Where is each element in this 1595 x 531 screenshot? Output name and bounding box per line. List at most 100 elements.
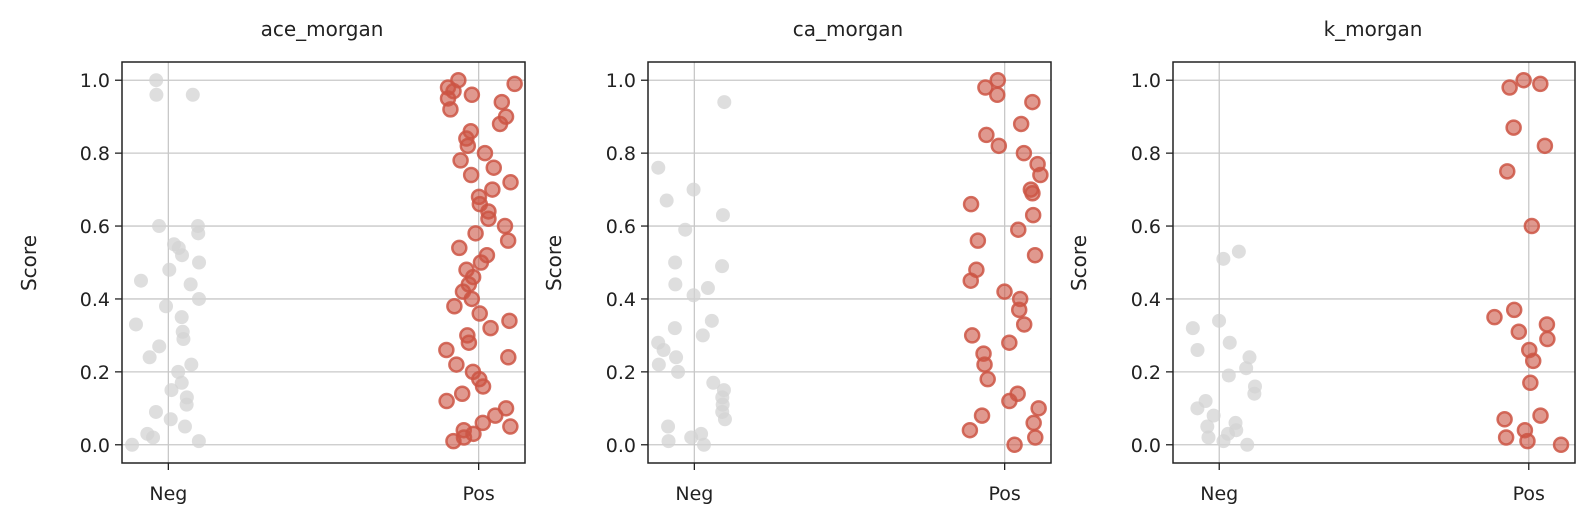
pos-point xyxy=(497,108,515,125)
neg-point xyxy=(1216,251,1231,266)
pos-point xyxy=(452,152,469,169)
pos-point xyxy=(1536,137,1554,155)
neg-point xyxy=(174,375,189,390)
plot-frame xyxy=(1172,61,1576,464)
neg-point xyxy=(175,324,190,339)
pos-point xyxy=(463,86,481,104)
pos-point xyxy=(493,93,511,111)
neg-point xyxy=(159,299,174,314)
pos-point xyxy=(978,126,995,144)
neg-point xyxy=(1240,437,1255,452)
pos-point xyxy=(502,174,519,191)
panel-ace-morgan: ace_morgan Score 0.0 0.2 0.4 0.6 0.8 1.0… xyxy=(17,17,526,505)
neg-point xyxy=(686,182,701,197)
neg-point xyxy=(678,222,693,237)
neg-point xyxy=(1198,394,1213,409)
pos-point xyxy=(506,75,523,93)
neg-point xyxy=(177,419,192,434)
y-tick-label: 0.8 xyxy=(80,143,110,165)
pos-point xyxy=(470,188,488,206)
neg-point xyxy=(1206,408,1221,423)
pos-point xyxy=(1516,421,1534,439)
neg-point xyxy=(1222,335,1237,350)
neg-point xyxy=(148,404,163,419)
neg-point xyxy=(152,219,167,234)
neg-point xyxy=(125,437,140,452)
pos-point xyxy=(467,225,484,242)
neg-point xyxy=(149,87,164,102)
pos-point xyxy=(462,166,480,184)
pos-point xyxy=(484,181,501,198)
pos-point xyxy=(1026,246,1044,264)
pos-point xyxy=(1024,93,1041,111)
pos-point xyxy=(458,261,475,279)
neg-point xyxy=(715,259,730,274)
neg-point xyxy=(185,87,200,102)
neg-point xyxy=(661,434,676,449)
pos-point xyxy=(438,341,455,359)
pos-point xyxy=(1532,407,1549,424)
neg-point xyxy=(717,95,732,110)
pos-point xyxy=(1505,301,1523,319)
neg-point xyxy=(1212,313,1227,328)
neg-point xyxy=(1231,244,1246,259)
pos-point xyxy=(996,283,1013,300)
x-tick-label: Neg xyxy=(149,483,187,505)
points xyxy=(125,71,523,452)
pos-point xyxy=(497,400,515,417)
pos-point xyxy=(1015,144,1033,162)
y-ticks: 0.0 0.2 0.4 0.6 0.8 1.0 xyxy=(1131,70,1161,457)
panel-k-morgan: k_morgan Score 0.0 0.2 0.4 0.6 0.8 1.0 N… xyxy=(1067,17,1576,505)
pos-point xyxy=(1012,115,1030,133)
pos-point xyxy=(961,421,979,439)
neg-point xyxy=(166,237,181,252)
pos-point xyxy=(451,239,468,257)
neg-point xyxy=(191,434,206,449)
neg-point xyxy=(1201,430,1216,445)
x-ticks: Neg Pos xyxy=(149,483,494,505)
neg-point xyxy=(651,357,666,372)
pos-point xyxy=(476,144,494,162)
neg-point xyxy=(695,328,710,343)
plot-frame xyxy=(647,61,1052,464)
y-tick-label: 0.2 xyxy=(1131,362,1161,384)
neg-point xyxy=(686,288,701,303)
plot-frame xyxy=(121,61,526,464)
pos-point xyxy=(1030,400,1047,417)
pos-point xyxy=(1505,119,1522,136)
panel-title: k_morgan xyxy=(1324,17,1423,41)
neg-point xyxy=(149,73,164,88)
pos-point xyxy=(1009,385,1026,402)
pos-point xyxy=(1510,323,1528,341)
pos-point xyxy=(448,356,465,373)
pos-point xyxy=(482,319,499,337)
y-tick-label: 0.6 xyxy=(80,216,110,238)
pos-point xyxy=(1521,341,1538,359)
neg-point xyxy=(179,390,194,405)
neg-point xyxy=(1239,361,1254,376)
pos-point xyxy=(459,327,476,344)
panel-title: ca_morgan xyxy=(793,17,903,41)
y-tick-label: 0.6 xyxy=(1131,216,1161,238)
pos-point xyxy=(501,312,518,330)
neg-point xyxy=(164,383,179,398)
neg-point xyxy=(183,277,198,292)
x-tick-label: Neg xyxy=(675,483,713,505)
pos-point xyxy=(499,232,517,249)
y-axis-label: Score xyxy=(1067,235,1091,291)
neg-point xyxy=(190,219,205,234)
y-tick-label: 0.4 xyxy=(606,289,636,311)
neg-point xyxy=(700,281,715,296)
pos-point xyxy=(464,363,482,381)
points xyxy=(651,71,1049,454)
pos-point xyxy=(1499,163,1516,180)
pos-point xyxy=(1532,75,1549,93)
pos-point xyxy=(977,79,994,96)
pos-point xyxy=(1497,429,1515,446)
neg-point xyxy=(162,262,177,277)
y-tick-label: 1.0 xyxy=(80,70,110,92)
neg-point xyxy=(1200,419,1215,434)
pos-point xyxy=(446,297,463,315)
neg-point xyxy=(668,277,683,292)
